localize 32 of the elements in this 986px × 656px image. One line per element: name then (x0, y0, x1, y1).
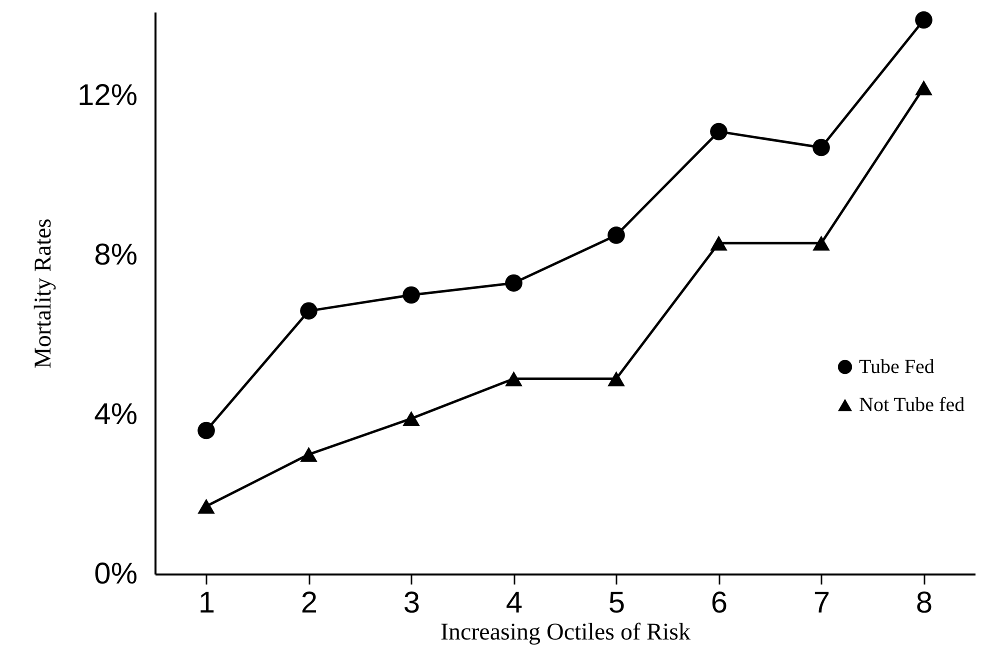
y-tick-label: 4% (94, 398, 138, 432)
point (300, 302, 318, 320)
legend-label: Tube Fed (859, 356, 934, 378)
x-tick-label: 8 (916, 586, 933, 620)
point (710, 122, 728, 140)
legend-label: Not Tube fed (859, 394, 965, 416)
x-tick-label: 6 (710, 586, 728, 620)
point (915, 11, 932, 29)
point (608, 371, 625, 386)
x-tick-label: 2 (300, 586, 318, 620)
point (198, 498, 215, 514)
y-tick-label: 8% (94, 238, 138, 272)
y-tick-label: 0% (94, 558, 138, 590)
point (198, 422, 215, 440)
point (402, 286, 420, 304)
point (505, 274, 522, 292)
point (812, 236, 830, 251)
point (300, 446, 318, 462)
x-tick-label: 5 (608, 586, 626, 620)
y-tick-label: 12% (77, 79, 138, 112)
point (812, 138, 830, 156)
point (915, 80, 932, 96)
point (402, 411, 420, 426)
x-tick-label: 7 (813, 586, 830, 620)
x-axis-title: Increasing Octiles of Risk (440, 620, 690, 646)
point (505, 371, 522, 386)
x-tick-label: 3 (403, 586, 420, 620)
point (608, 226, 625, 244)
y-axis-title: Mortality Rates (30, 218, 56, 368)
x-tick-label: 4 (506, 586, 523, 620)
point (710, 236, 728, 251)
x-tick-label: 1 (198, 586, 216, 620)
